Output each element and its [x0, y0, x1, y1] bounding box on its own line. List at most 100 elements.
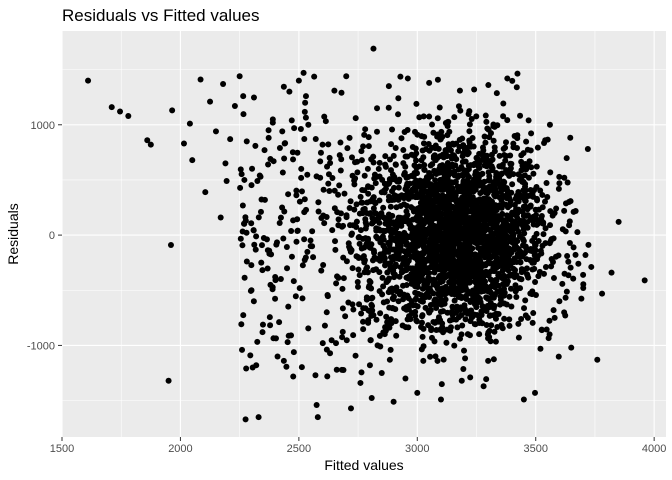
data-point	[467, 374, 474, 381]
data-point	[572, 251, 579, 258]
data-point	[440, 201, 447, 208]
data-point	[567, 134, 574, 141]
data-point	[565, 258, 572, 265]
data-point	[467, 225, 474, 232]
data-point	[243, 365, 250, 372]
data-point	[298, 364, 305, 371]
data-point	[370, 45, 377, 52]
data-point	[376, 159, 383, 166]
data-point	[426, 270, 433, 276]
data-point	[440, 240, 447, 247]
data-point	[437, 396, 444, 403]
data-point	[419, 199, 426, 206]
data-point	[466, 137, 473, 144]
x-tick-label: 3000	[405, 443, 429, 455]
data-point	[299, 295, 306, 302]
data-point	[419, 208, 426, 215]
data-point	[374, 342, 381, 349]
data-point	[468, 272, 475, 279]
data-point	[386, 179, 393, 186]
data-point	[520, 238, 527, 245]
data-point	[389, 295, 396, 302]
data-point	[356, 272, 363, 279]
data-point	[386, 275, 393, 282]
data-point	[437, 176, 444, 183]
data-point	[258, 196, 265, 203]
data-point	[393, 224, 400, 231]
data-point	[473, 113, 480, 120]
data-point	[259, 321, 266, 328]
data-point	[489, 221, 496, 228]
data-point	[502, 280, 509, 287]
data-point	[503, 139, 509, 146]
data-point	[561, 309, 568, 316]
data-point	[260, 234, 267, 241]
data-point	[476, 178, 483, 185]
data-point	[542, 198, 548, 205]
data-point	[376, 197, 383, 204]
data-point	[276, 319, 283, 326]
data-point	[385, 289, 392, 296]
data-point	[400, 296, 407, 303]
data-point	[420, 325, 427, 332]
data-point	[562, 294, 569, 301]
data-point	[329, 175, 336, 182]
data-point	[237, 166, 244, 173]
data-point	[301, 136, 308, 143]
data-point	[485, 335, 492, 342]
x-tick-label: 3500	[523, 443, 547, 455]
data-point	[373, 225, 380, 232]
data-point	[433, 247, 440, 254]
data-point	[349, 301, 356, 308]
data-point	[353, 201, 360, 208]
data-point	[409, 265, 416, 272]
data-point	[248, 220, 255, 227]
data-point	[431, 297, 438, 304]
data-point	[402, 375, 409, 382]
data-point	[251, 241, 258, 248]
data-point	[483, 185, 490, 192]
data-point	[390, 236, 397, 243]
data-point	[513, 225, 520, 232]
data-point	[252, 246, 259, 253]
data-point	[324, 373, 331, 380]
data-point	[435, 145, 442, 152]
data-point	[416, 114, 423, 121]
data-point	[365, 134, 372, 141]
data-point	[500, 200, 507, 207]
data-point	[381, 255, 388, 262]
data-point	[467, 142, 474, 149]
data-point	[461, 171, 468, 178]
data-point	[385, 104, 392, 111]
data-point	[433, 326, 440, 333]
data-point	[443, 339, 450, 346]
data-point	[390, 256, 397, 263]
data-point	[428, 327, 435, 334]
data-point	[382, 153, 389, 160]
data-point	[444, 118, 451, 125]
data-point	[248, 262, 255, 269]
data-point	[293, 238, 300, 245]
data-point	[301, 209, 308, 216]
data-point	[144, 137, 151, 144]
data-point	[445, 144, 452, 151]
data-point	[509, 209, 516, 216]
data-point	[358, 310, 365, 317]
data-point	[167, 242, 174, 249]
data-point	[368, 301, 375, 308]
data-point	[530, 310, 537, 317]
data-point	[327, 159, 334, 166]
data-point	[457, 304, 464, 311]
data-point	[409, 309, 416, 316]
data-point	[421, 162, 428, 169]
data-point	[350, 332, 357, 339]
data-point	[459, 184, 466, 191]
data-point	[476, 222, 483, 229]
data-point	[485, 357, 492, 364]
data-point	[337, 167, 344, 174]
data-point	[459, 322, 466, 329]
data-point	[503, 185, 510, 192]
data-point	[456, 213, 463, 220]
data-points	[85, 45, 648, 423]
data-point	[487, 312, 494, 319]
